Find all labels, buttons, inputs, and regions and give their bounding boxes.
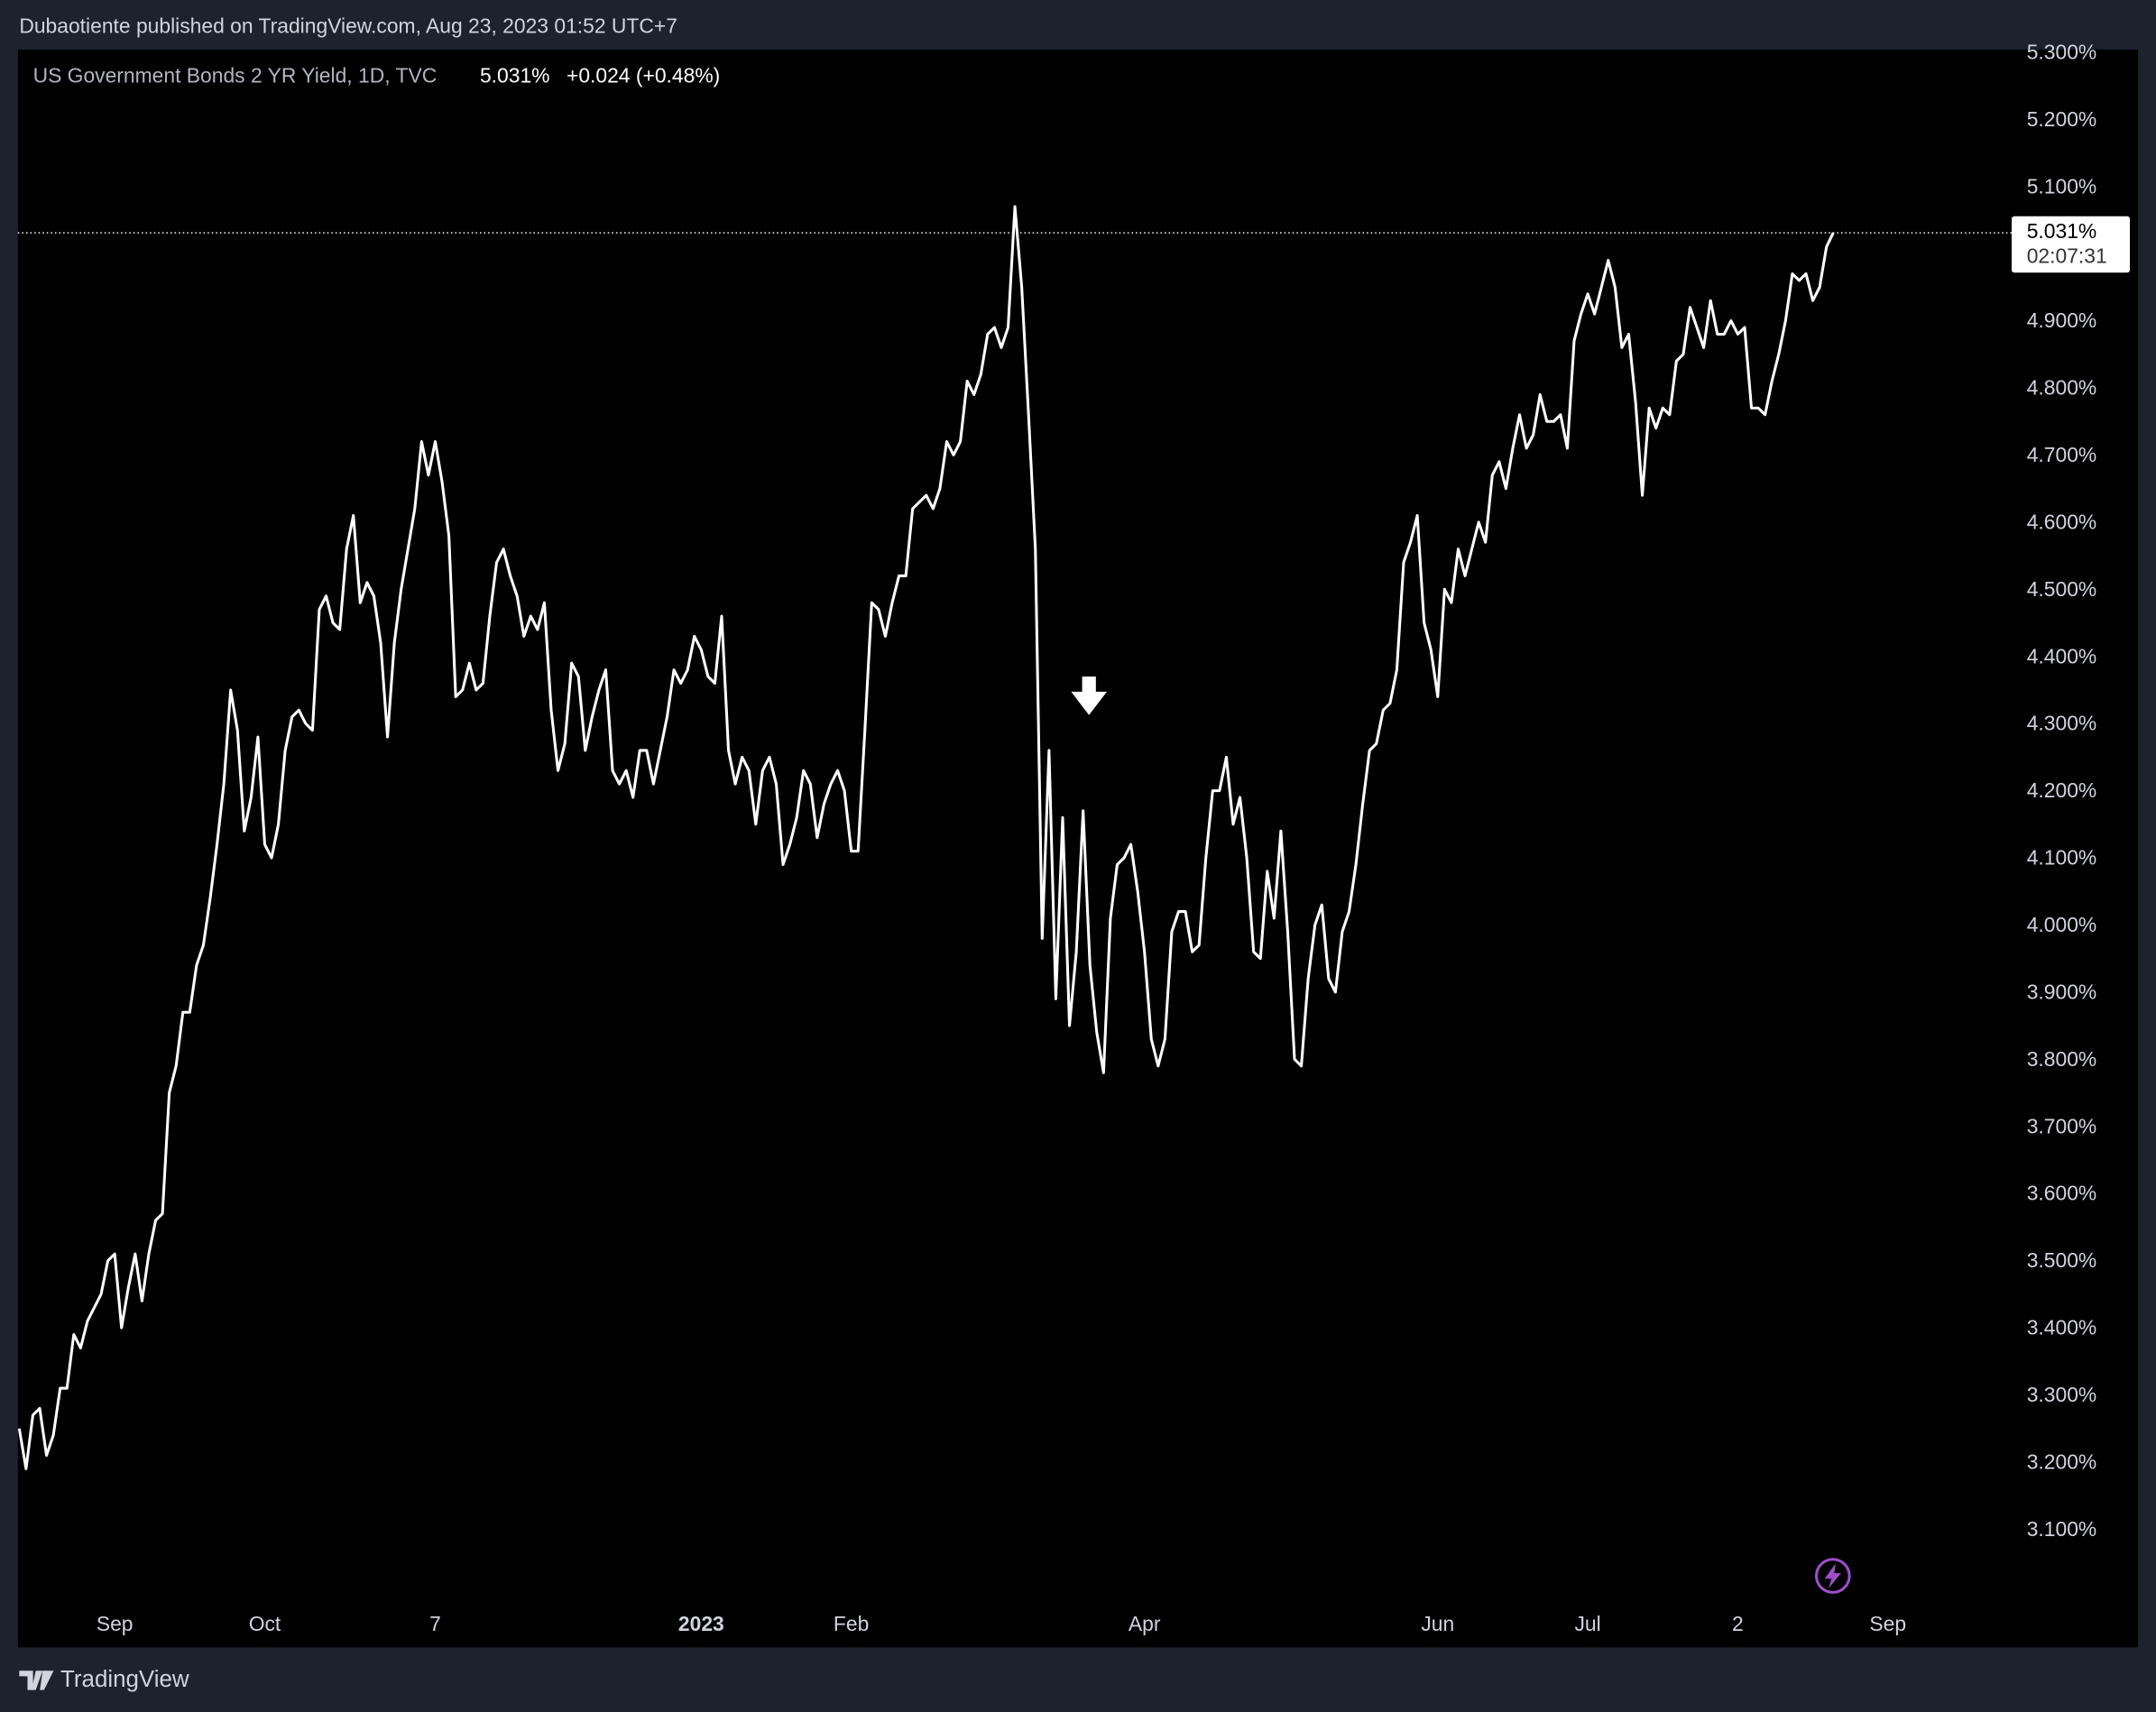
x-tick-label: Feb — [834, 1612, 869, 1635]
x-tick-label: Sep — [1869, 1612, 1906, 1635]
countdown-label: 02:07:31 — [2027, 244, 2107, 268]
x-tick-label: Jul — [1574, 1612, 1600, 1635]
y-tick-label: 3.100% — [2027, 1517, 2097, 1541]
lightning-icon[interactable] — [1814, 1558, 1851, 1594]
y-tick-label: 4.300% — [2027, 712, 2097, 735]
footer-brand: TradingView — [60, 1667, 189, 1692]
x-tick-label: Oct — [249, 1612, 281, 1635]
y-tick-label: 3.500% — [2027, 1248, 2097, 1272]
y-tick-label: 5.200% — [2027, 107, 2097, 131]
y-tick-label: 4.600% — [2027, 510, 2097, 533]
x-tick-label: 2 — [1732, 1612, 1744, 1635]
y-tick-label: 4.900% — [2027, 308, 2097, 332]
y-tick-label: 3.600% — [2027, 1182, 2097, 1205]
y-tick-label: 3.900% — [2027, 980, 2097, 1003]
x-tick-label: Sep — [97, 1612, 134, 1635]
legend-title: US Government Bonds 2 YR Yield, 1D, TVC — [33, 63, 438, 87]
x-tick-label: 7 — [429, 1612, 441, 1635]
tradingview-logo[interactable]: TradingView — [19, 1667, 189, 1692]
header: Dubaotiente published on TradingView.com… — [19, 14, 677, 38]
price-line — [17, 205, 1835, 1470]
last-price-box — [2011, 216, 2131, 273]
y-tick-label: 5.100% — [2027, 174, 2097, 198]
y-tick-label: 3.400% — [2027, 1316, 2097, 1339]
y-tick-label: 3.800% — [2027, 1047, 2097, 1071]
y-tick-label: 4.700% — [2027, 443, 2097, 466]
legend-price: 5.031% — [480, 63, 550, 87]
y-tick-label: 3.200% — [2027, 1450, 2097, 1473]
y-tick-label: 4.800% — [2027, 376, 2097, 400]
y-tick-label: 4.400% — [2027, 644, 2097, 667]
plot-area — [17, 49, 2139, 1648]
y-tick-label: 3.700% — [2027, 1114, 2097, 1137]
y-tick-label: 4.000% — [2027, 913, 2097, 936]
y-tick-label: 4.500% — [2027, 577, 2097, 601]
y-tick-label: 4.100% — [2027, 846, 2097, 870]
legend-change: +0.024 (+0.48%) — [567, 63, 720, 87]
x-tick-label: Jun — [1421, 1612, 1454, 1635]
last-price-label: 5.031% — [2027, 219, 2097, 243]
x-tick-label: Apr — [1129, 1612, 1161, 1635]
y-tick-label: 5.300% — [2027, 40, 2097, 63]
y-tick-label: 4.200% — [2027, 778, 2097, 802]
y-tick-label: 3.300% — [2027, 1383, 2097, 1406]
down-arrow — [1071, 677, 1108, 715]
x-tick-label: 2023 — [678, 1612, 724, 1635]
